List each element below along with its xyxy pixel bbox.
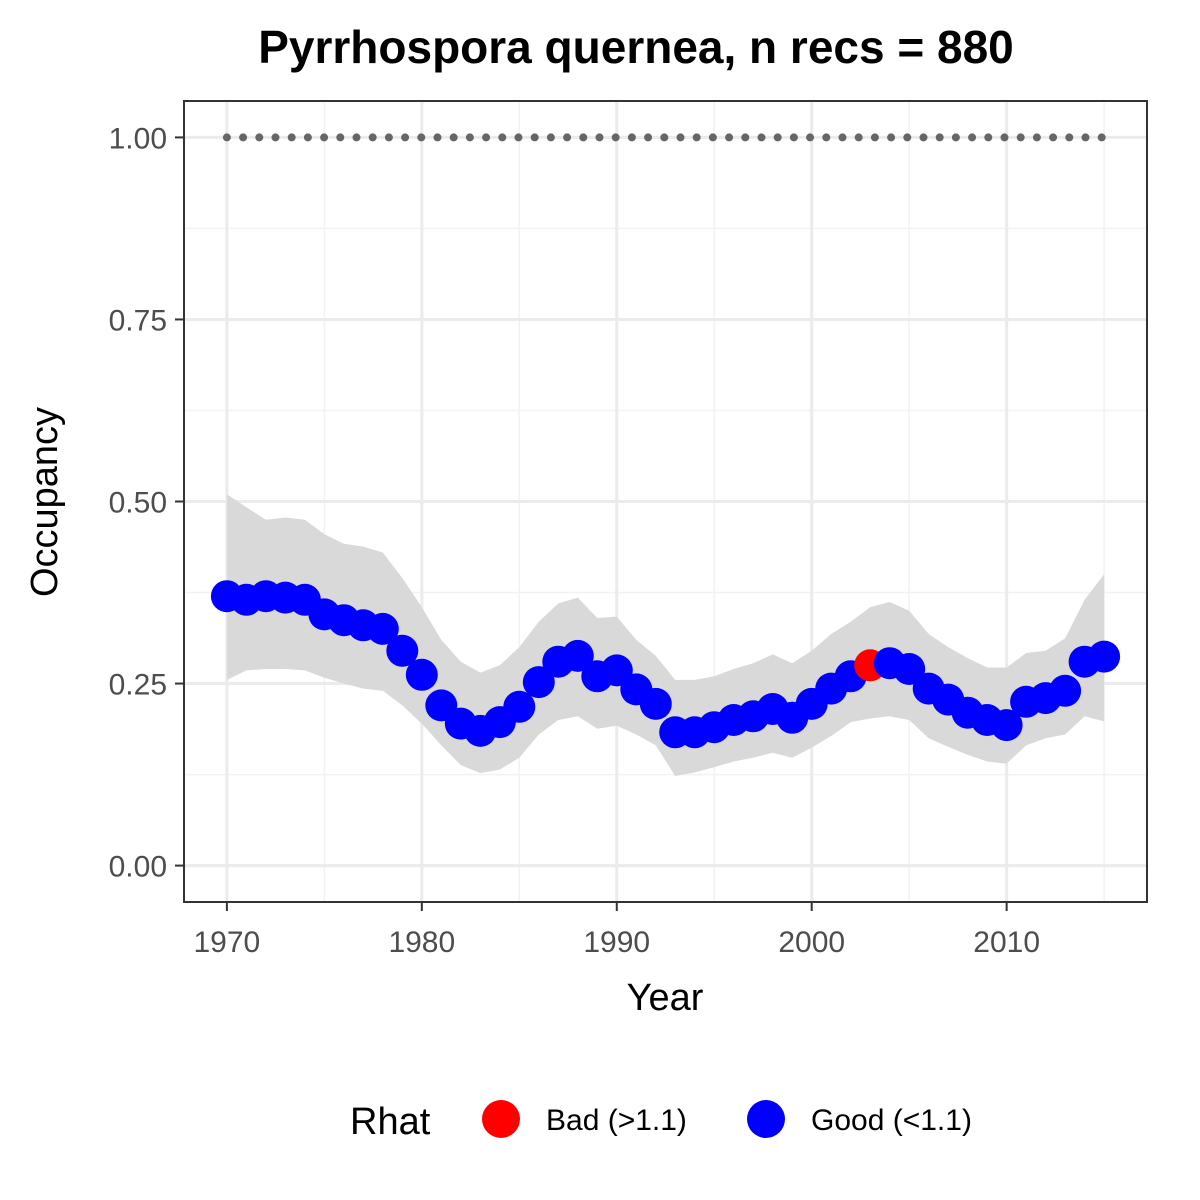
- data-points: [210, 580, 1121, 749]
- legend-title: Rhat: [350, 1101, 431, 1143]
- legend-key-good: [747, 1100, 785, 1138]
- data-point-good: [386, 634, 419, 667]
- x-tick-label: 1970: [194, 926, 261, 959]
- y-tick-label: 0.75: [109, 304, 167, 337]
- data-point-good: [561, 639, 594, 672]
- x-tick-label: 2000: [778, 926, 845, 959]
- x-axis: 1970 1980 1990 2000 2010: [194, 902, 1040, 959]
- legend-label-good: Good (<1.1): [811, 1104, 972, 1137]
- y-tick-label: 0.50: [109, 487, 167, 520]
- data-point-good: [639, 687, 672, 720]
- data-point-good: [1088, 640, 1121, 673]
- x-tick-label: 1990: [583, 926, 650, 959]
- data-point-good: [405, 658, 438, 691]
- y-tick-label: 0.00: [109, 851, 167, 884]
- y-tick-label: 1.00: [109, 122, 167, 155]
- chart-title: Pyrrhospora quernea, n recs = 880: [258, 21, 1014, 73]
- legend: Rhat Bad (>1.1) Good (<1.1): [350, 1100, 972, 1143]
- y-tick-label: 0.25: [109, 669, 167, 702]
- data-point-good: [522, 666, 555, 699]
- data-point-good: [503, 690, 536, 723]
- y-axis-title: Occupancy: [24, 407, 66, 597]
- x-tick-label: 2010: [973, 926, 1040, 959]
- legend-label-bad: Bad (>1.1): [546, 1104, 687, 1137]
- x-tick-label: 1980: [388, 926, 455, 959]
- y-axis: 0.00 0.25 0.50 0.75 1.00: [109, 122, 184, 884]
- data-point-good: [893, 653, 926, 685]
- data-point-good: [990, 709, 1023, 742]
- data-point-good: [1049, 674, 1082, 707]
- data-point-good: [366, 612, 399, 645]
- legend-key-bad: [482, 1100, 520, 1138]
- x-axis-title: Year: [627, 977, 704, 1019]
